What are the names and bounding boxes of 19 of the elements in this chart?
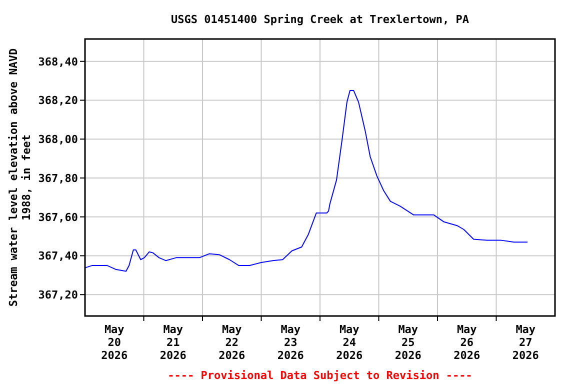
y-tick-label: 368,20 [38,94,78,108]
x-tick-label: May 20 2026 [101,323,128,362]
line-series [84,90,528,272]
y-tick-label: 367,40 [38,250,78,263]
x-tick-label: May 22 2026 [218,323,246,362]
chart-title: USGS 01451400 Spring Creek at Trexlertown, PA [170,13,470,26]
y-tick-label: 367,60 [38,210,78,224]
y-tick-label: 367,80 [38,172,78,185]
x-tick-label: May 23 2026 [277,323,304,362]
x-tick-label: May 25 2026 [394,323,422,362]
y-tick-label: 367,20 [38,288,78,302]
x-tick-label: May 21 2026 [160,323,187,362]
x-tick-label: May 24 2026 [336,323,363,362]
x-tick-label: May 27 2026 [512,323,540,362]
y-tick-label: 368,00 [38,133,78,146]
y-axis-title: Stream water level elevation above NAVD 1988, in feet [7,48,33,307]
text: ---- Provisional Data Subject to Revision ---- [168,369,472,382]
y-tick-label: 368,40 [38,55,78,68]
x-tick-label: May 26 2026 [454,323,480,362]
